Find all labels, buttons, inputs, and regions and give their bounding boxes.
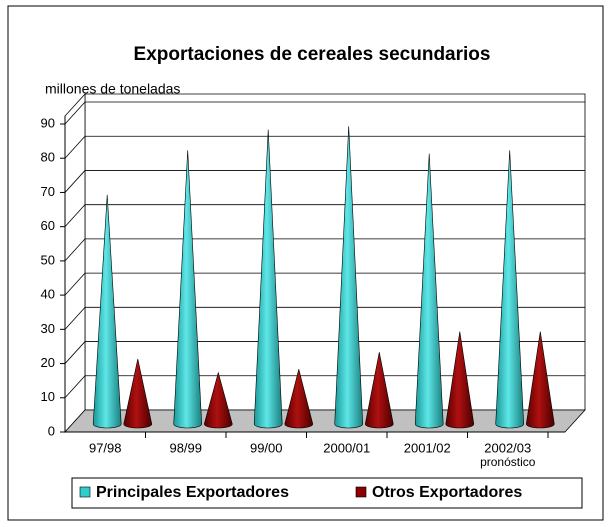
y-tick-label: 60: [41, 218, 55, 233]
y-tick-label: 10: [41, 389, 55, 404]
grid-line: [64, 101, 86, 125]
grid-line: [64, 272, 86, 296]
legend-label: Otros Exportadores: [372, 484, 522, 501]
y-tick-label: 70: [41, 184, 55, 199]
grid-line: [64, 341, 86, 364]
cone: [253, 129, 283, 429]
cone: [123, 358, 153, 429]
x-tick-label: 2001/02: [404, 440, 451, 455]
y-tick-label: 30: [41, 321, 55, 336]
grid-line: [64, 204, 86, 227]
chart-title: Exportaciones de cereales secundarios: [134, 44, 491, 65]
cone: [173, 150, 203, 429]
legend-label: Principales Exportadores: [96, 484, 289, 501]
grid-line: [64, 375, 86, 399]
side-wall: [64, 92, 86, 434]
cone: [92, 194, 122, 429]
legend-swatch: [79, 486, 91, 498]
legend-swatch: [355, 486, 367, 498]
x-tick-label: 98/99: [169, 440, 202, 455]
cone: [284, 369, 314, 429]
cone: [364, 352, 394, 429]
x-tick-label: 99/00: [250, 440, 283, 455]
legend-box: [71, 477, 583, 509]
x-tick-label: 97/98: [89, 440, 122, 455]
cone: [495, 150, 525, 429]
y-tick-label: 40: [41, 287, 55, 302]
y-axis-label: millones de toneladas: [45, 81, 180, 97]
y-tick-label: 0: [48, 423, 55, 438]
grid-line: [64, 170, 86, 193]
y-tick-label: 90: [41, 115, 55, 130]
y-tick-label: 80: [41, 150, 55, 165]
grid-line: [64, 307, 86, 330]
y-tick-label: 50: [41, 252, 55, 267]
y-tick-label: 20: [41, 355, 55, 370]
cone: [203, 371, 233, 429]
cone: [525, 331, 555, 429]
grid-line: [64, 238, 86, 262]
annotation: pronóstico: [480, 455, 536, 469]
cone: [445, 331, 475, 429]
grid-line: [64, 135, 86, 159]
cone: [334, 126, 364, 429]
x-tick-label: 2000/01: [323, 440, 370, 455]
cone: [414, 153, 444, 429]
x-tick-label: 2002/03: [484, 440, 531, 455]
